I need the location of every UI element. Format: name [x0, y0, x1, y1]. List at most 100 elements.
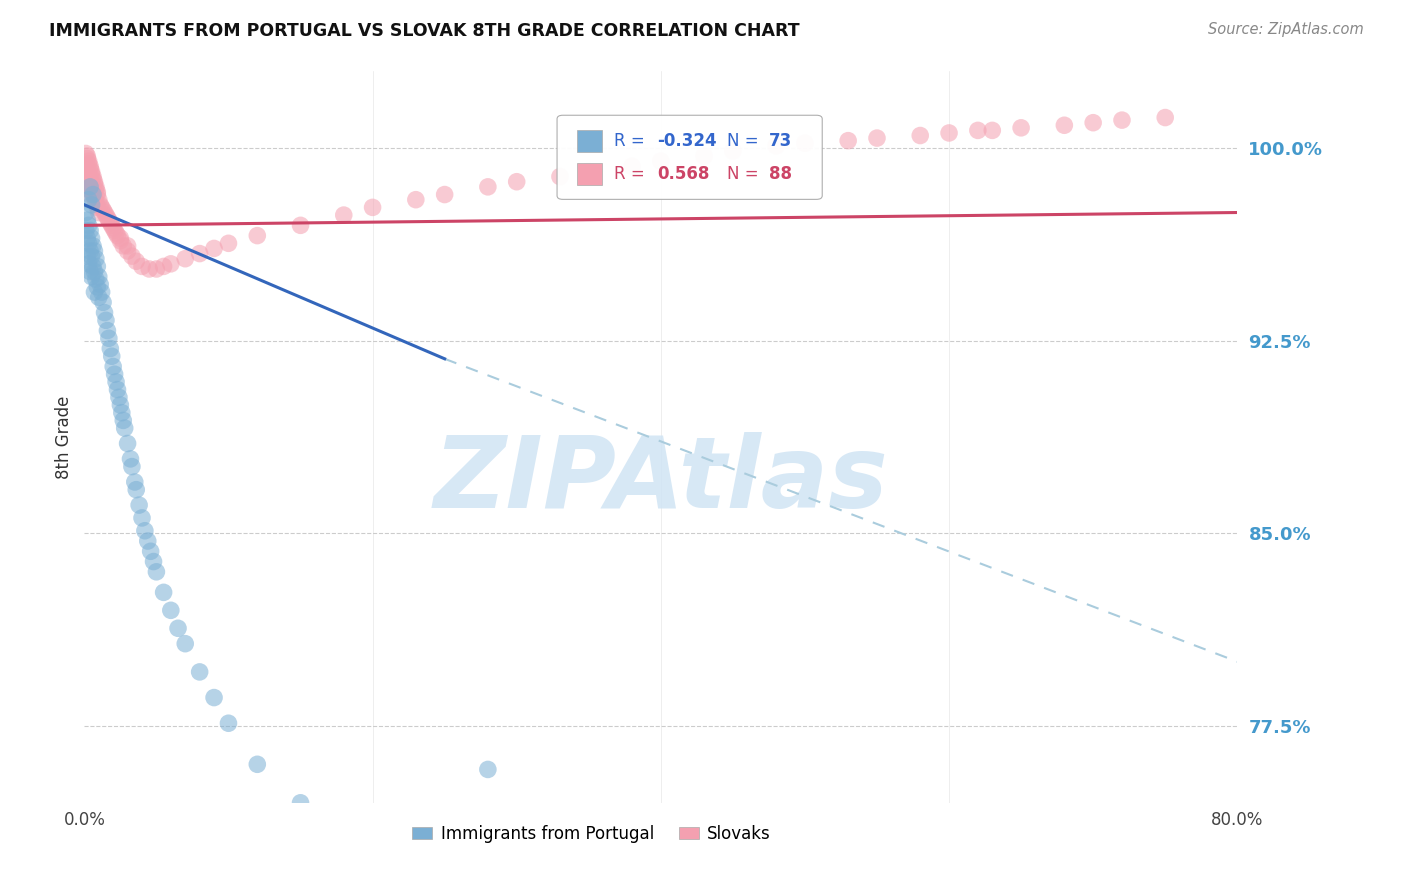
Point [477, 763, 499, 777]
Point [112, 239, 135, 253]
Point [75, 223, 97, 237]
Point [86, 260, 108, 274]
Point [107, 228, 129, 243]
Point [131, 511, 153, 525]
Point [75, 205, 97, 219]
Point [96, 211, 118, 225]
Point [405, 193, 427, 207]
Point [111, 406, 134, 420]
Point [721, 144, 744, 158]
Point [104, 368, 127, 382]
Point [1154, 111, 1177, 125]
Text: 0.568: 0.568 [658, 165, 710, 183]
Point [77, 182, 100, 196]
Point [866, 131, 889, 145]
Point [110, 398, 132, 412]
Point [80, 164, 103, 178]
Point [83, 190, 105, 204]
Point [83, 285, 105, 299]
Point [103, 359, 124, 374]
Point [910, 128, 932, 143]
Point [110, 231, 132, 245]
Point [174, 252, 197, 266]
Point [117, 239, 139, 253]
Text: 88: 88 [769, 165, 792, 183]
Point [77, 236, 100, 251]
Point [79, 179, 101, 194]
Point [139, 544, 162, 558]
Point [79, 187, 101, 202]
Point [121, 249, 143, 263]
Legend: Immigrants from Portugal, Slovaks: Immigrants from Portugal, Slovaks [406, 818, 778, 849]
Point [174, 637, 197, 651]
Point [76, 231, 98, 245]
Text: R =: R = [613, 165, 650, 183]
Point [76, 149, 98, 163]
Point [160, 257, 183, 271]
Point [188, 246, 211, 260]
Point [79, 175, 101, 189]
Point [83, 178, 105, 192]
Point [108, 390, 131, 404]
Point [80, 167, 103, 181]
Point [76, 213, 98, 227]
Point [105, 226, 128, 240]
Point [103, 221, 124, 235]
Point [981, 123, 1004, 137]
Point [650, 154, 672, 169]
Point [152, 585, 174, 599]
Point [246, 757, 269, 772]
Point [76, 249, 98, 263]
Point [391, 819, 413, 833]
Point [765, 138, 787, 153]
Point [145, 262, 167, 277]
Text: 73: 73 [769, 132, 793, 150]
Point [77, 157, 100, 171]
Point [138, 262, 160, 277]
Point [110, 234, 132, 248]
Point [87, 193, 110, 207]
Point [1053, 118, 1076, 132]
Point [77, 219, 100, 233]
Point [91, 295, 114, 310]
Point [1111, 113, 1133, 128]
Point [100, 219, 122, 233]
Text: N =: N = [727, 165, 763, 183]
Point [107, 383, 129, 397]
Point [80, 269, 103, 284]
Point [120, 451, 142, 466]
Point [89, 198, 111, 212]
Point [77, 193, 100, 207]
Point [76, 164, 98, 178]
Point [361, 814, 384, 828]
Point [79, 264, 101, 278]
Point [693, 149, 716, 163]
Point [202, 242, 225, 256]
Point [90, 200, 112, 214]
Point [124, 475, 146, 489]
Point [82, 239, 104, 253]
Point [93, 305, 115, 319]
Point [83, 244, 105, 258]
Point [80, 179, 103, 194]
Bar [576, 162, 602, 185]
Point [86, 185, 108, 199]
Point [125, 254, 148, 268]
Point [98, 216, 121, 230]
Point [202, 690, 225, 705]
Point [83, 264, 105, 278]
Point [117, 436, 139, 450]
Point [80, 231, 103, 245]
Point [79, 159, 101, 173]
Point [87, 269, 110, 284]
Bar [576, 130, 602, 152]
Point [837, 134, 859, 148]
Point [134, 524, 156, 538]
Point [433, 824, 456, 838]
Point [112, 413, 135, 427]
Point [167, 621, 190, 635]
Text: R =: R = [613, 132, 650, 150]
Point [160, 603, 183, 617]
Point [117, 244, 139, 258]
Point [114, 421, 136, 435]
